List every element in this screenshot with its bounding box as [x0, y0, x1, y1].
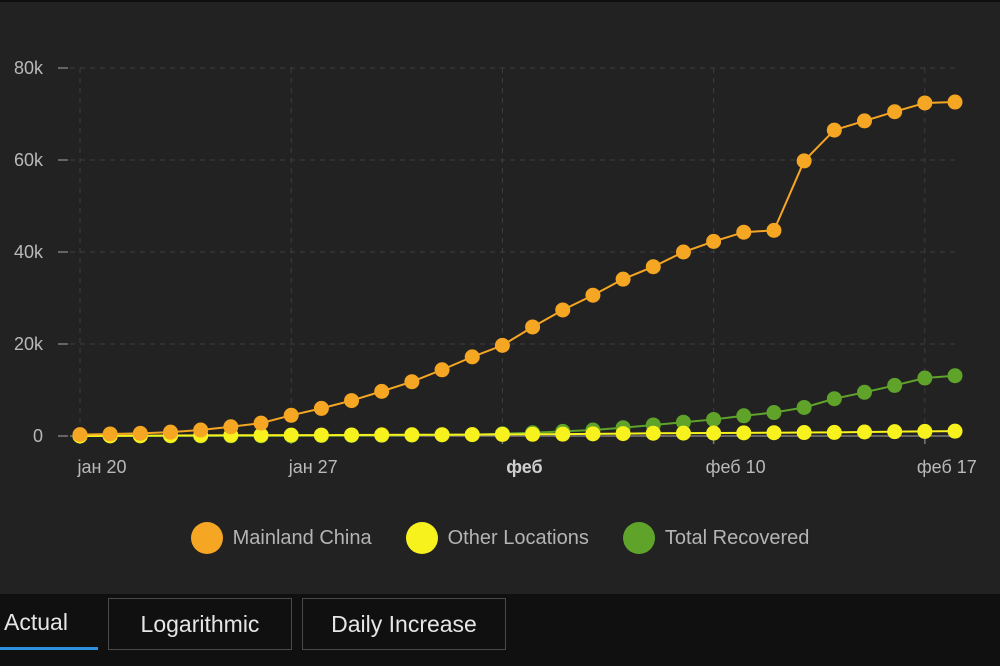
- data-point-mainland-china[interactable]: [102, 426, 118, 442]
- x-tick-label: феб 10: [706, 457, 766, 477]
- data-point-mainland-china[interactable]: [494, 337, 510, 353]
- data-point-mainland-china[interactable]: [585, 287, 601, 303]
- data-point-total-recovered[interactable]: [766, 405, 782, 421]
- data-point-mainland-china[interactable]: [434, 362, 450, 378]
- data-point-total-recovered[interactable]: [796, 399, 812, 415]
- tab-actual[interactable]: Actual: [0, 598, 98, 650]
- series-mainland-china: [72, 94, 963, 443]
- data-point-other-locations[interactable]: [796, 425, 812, 441]
- data-point-other-locations[interactable]: [766, 425, 782, 441]
- legend-label-mainland-china: Mainland China: [232, 526, 372, 549]
- data-point-other-locations[interactable]: [947, 423, 963, 439]
- legend-item-mainland-china[interactable]: Mainland China: [190, 522, 372, 554]
- x-tick-label: јан 27: [288, 457, 338, 477]
- data-point-mainland-china[interactable]: [525, 319, 541, 335]
- data-point-other-locations[interactable]: [555, 426, 571, 442]
- top-border: [0, 0, 1000, 2]
- data-point-other-locations[interactable]: [675, 425, 691, 441]
- x-tick-label: феб: [506, 457, 542, 477]
- data-point-mainland-china[interactable]: [706, 233, 722, 249]
- data-point-other-locations[interactable]: [374, 427, 390, 443]
- y-tick-label: 40k: [14, 242, 44, 262]
- data-point-mainland-china[interactable]: [887, 104, 903, 120]
- legend-swatch-mainland-china: [190, 522, 223, 554]
- data-point-mainland-china[interactable]: [253, 415, 269, 431]
- data-point-mainland-china[interactable]: [856, 113, 872, 129]
- data-point-mainland-china[interactable]: [223, 419, 239, 435]
- data-point-other-locations[interactable]: [856, 424, 872, 440]
- data-point-mainland-china[interactable]: [555, 302, 571, 318]
- series-line-mainland-china: [79, 101, 956, 436]
- data-point-other-locations[interactable]: [826, 424, 842, 440]
- data-point-other-locations[interactable]: [615, 426, 631, 442]
- data-point-mainland-china[interactable]: [766, 222, 782, 238]
- data-point-mainland-china[interactable]: [132, 425, 148, 441]
- data-point-total-recovered[interactable]: [736, 408, 752, 424]
- x-tick-label: јан 20: [77, 457, 127, 477]
- series-group: [72, 94, 963, 444]
- legend: Mainland China Other Locations Total Rec…: [0, 518, 1000, 558]
- data-point-mainland-china[interactable]: [344, 393, 360, 409]
- y-tick-label: 0: [33, 426, 43, 446]
- y-tick-label: 20k: [14, 334, 44, 354]
- y-axis-ticks: 0 20k 40k 60k 80k: [14, 58, 68, 446]
- data-point-mainland-china[interactable]: [826, 122, 842, 138]
- data-point-mainland-china[interactable]: [163, 424, 179, 440]
- data-point-other-locations[interactable]: [434, 427, 450, 443]
- data-point-mainland-china[interactable]: [313, 400, 329, 416]
- data-point-mainland-china[interactable]: [283, 407, 299, 423]
- data-point-other-locations[interactable]: [313, 427, 329, 443]
- data-point-mainland-china[interactable]: [374, 383, 390, 399]
- legend-item-total-recovered[interactable]: Total Recovered: [622, 522, 810, 554]
- data-point-total-recovered[interactable]: [947, 368, 963, 384]
- data-point-total-recovered[interactable]: [675, 414, 691, 430]
- legend-item-other-locations[interactable]: Other Locations: [405, 522, 589, 554]
- x-tick-label: феб 17: [917, 457, 977, 477]
- line-chart: 0 20k 40k 60k 80k јан 20 јан 27 феб феб 10 феб 1…: [14, 58, 977, 477]
- data-point-other-locations[interactable]: [464, 427, 480, 443]
- data-point-mainland-china[interactable]: [645, 259, 661, 275]
- y-tick-label: 60k: [14, 150, 44, 170]
- legend-swatch-total-recovered: [622, 522, 655, 554]
- tab-daily-increase[interactable]: Daily Increase: [302, 598, 506, 650]
- data-point-mainland-china[interactable]: [796, 153, 812, 169]
- data-point-other-locations[interactable]: [887, 424, 903, 440]
- data-point-other-locations[interactable]: [525, 426, 541, 442]
- series-line-total-recovered: [79, 374, 956, 437]
- tab-bar: Actual Logarithmic Daily Increase: [0, 594, 1000, 666]
- data-point-total-recovered[interactable]: [706, 411, 722, 427]
- legend-swatch-other-locations: [405, 522, 438, 554]
- data-point-other-locations[interactable]: [404, 427, 420, 443]
- data-point-total-recovered[interactable]: [826, 391, 842, 407]
- data-point-mainland-china[interactable]: [464, 349, 480, 365]
- data-point-other-locations[interactable]: [494, 426, 510, 442]
- data-point-other-locations[interactable]: [253, 427, 269, 443]
- series-line-other-locations: [79, 430, 956, 437]
- data-point-other-locations[interactable]: [736, 425, 752, 441]
- data-point-mainland-china[interactable]: [615, 271, 631, 287]
- x-axis-ticks: јан 20 јан 27 феб феб 10 феб 17: [77, 436, 977, 477]
- data-point-mainland-china[interactable]: [675, 244, 691, 260]
- data-point-mainland-china[interactable]: [736, 224, 752, 240]
- data-point-other-locations[interactable]: [917, 423, 933, 439]
- y-tick-label: 80k: [14, 58, 44, 78]
- data-point-other-locations[interactable]: [706, 425, 722, 441]
- data-point-other-locations[interactable]: [585, 426, 601, 442]
- data-point-other-locations[interactable]: [645, 425, 661, 441]
- legend-label-other-locations: Other Locations: [447, 526, 589, 549]
- data-point-total-recovered[interactable]: [917, 370, 933, 386]
- data-point-other-locations[interactable]: [344, 427, 360, 443]
- data-point-total-recovered[interactable]: [856, 384, 872, 400]
- data-point-mainland-china[interactable]: [193, 422, 209, 438]
- tab-logarithmic[interactable]: Logarithmic: [108, 598, 292, 650]
- grid: [70, 67, 960, 436]
- data-point-mainland-china[interactable]: [917, 95, 933, 111]
- legend-label-total-recovered: Total Recovered: [664, 526, 810, 549]
- data-point-mainland-china[interactable]: [947, 94, 963, 110]
- data-point-other-locations[interactable]: [283, 427, 299, 443]
- data-point-mainland-china[interactable]: [72, 427, 88, 443]
- data-point-mainland-china[interactable]: [404, 374, 420, 390]
- data-point-total-recovered[interactable]: [887, 377, 903, 393]
